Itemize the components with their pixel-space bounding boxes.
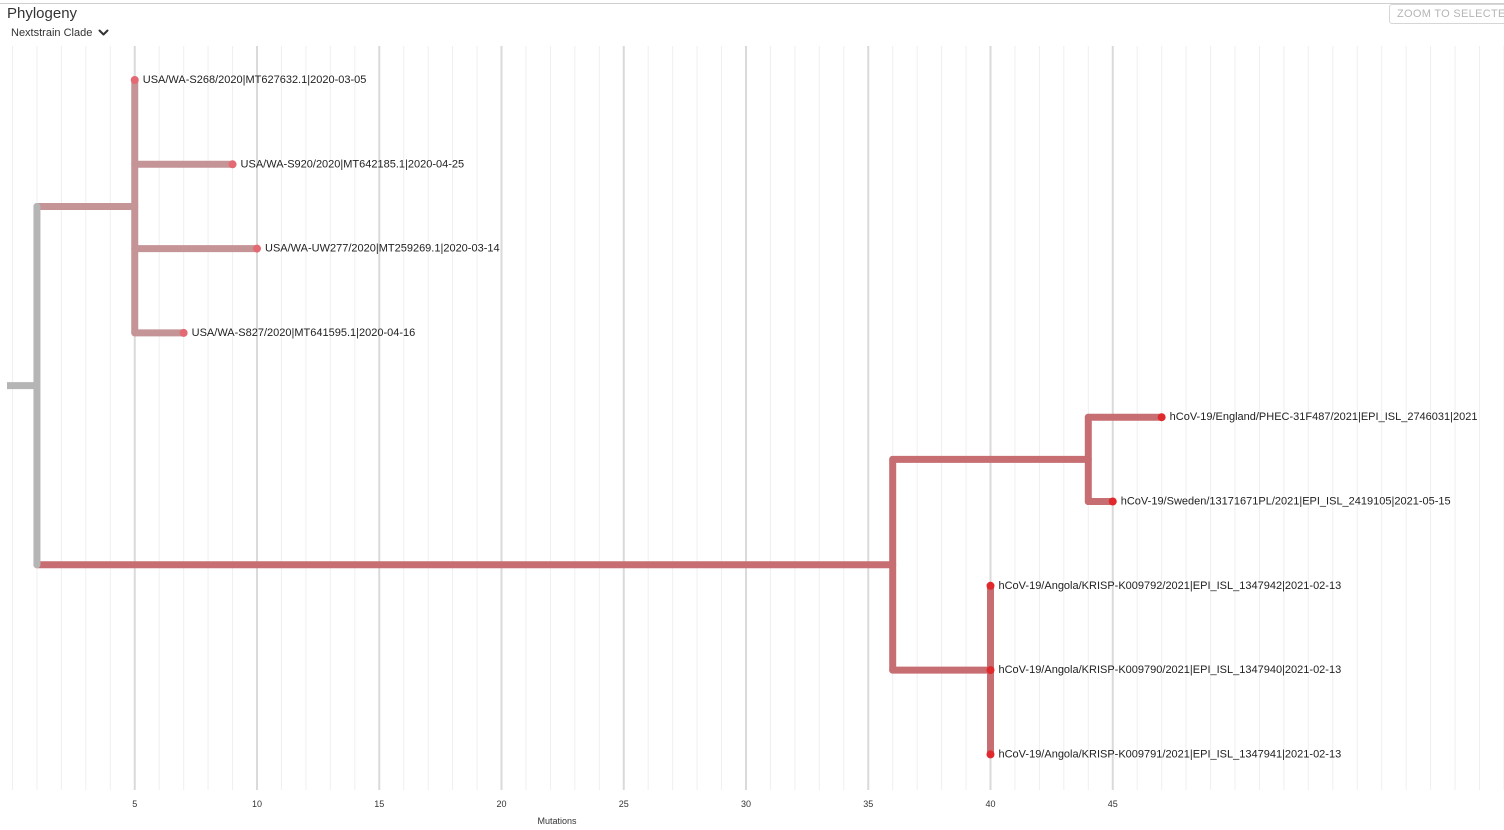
grid-layer <box>12 46 1504 790</box>
tip-layer <box>130 76 1166 759</box>
tip-label[interactable]: hCoV-19/Angola/KRISP-K009792/2021|EPI_IS… <box>999 580 1342 592</box>
branch-layer <box>7 76 1166 758</box>
tip-node[interactable] <box>1108 497 1117 506</box>
tip-label-layer: USA/WA-S268/2020|MT627632.1|2020-03-05 US… <box>143 74 1478 760</box>
x-tick-label: 40 <box>985 799 995 809</box>
tip-node[interactable] <box>228 160 237 169</box>
color-by-dropdown[interactable]: Nextstrain Clade <box>11 27 109 39</box>
x-tick-label: 10 <box>252 799 262 809</box>
tip-label[interactable]: USA/WA-S920/2020|MT642185.1|2020-04-25 <box>241 158 465 170</box>
x-tick-label: 20 <box>496 799 506 809</box>
tip-node[interactable] <box>986 581 995 590</box>
tip-label[interactable]: USA/WA-UW277/2020|MT259269.1|2020-03-14 <box>265 243 500 255</box>
tip-node[interactable] <box>986 666 995 675</box>
tip-node[interactable] <box>253 244 261 253</box>
tip-node[interactable] <box>1157 413 1166 422</box>
tip-label[interactable]: hCoV-19/Sweden/13171671PL/2021|EPI_ISL_2… <box>1121 496 1451 508</box>
tip-node[interactable] <box>179 328 188 337</box>
tip-label[interactable]: hCoV-19/England/PHEC-31F487/2021|EPI_ISL… <box>1170 411 1478 423</box>
panel-title: Phylogeny <box>7 5 78 22</box>
tip-label[interactable]: hCoV-19/Angola/KRISP-K009791/2021|EPI_IS… <box>999 748 1342 760</box>
tip-node[interactable] <box>130 76 139 84</box>
x-axis: Mutations 5 10 15 20 25 30 35 40 45 <box>132 799 1118 826</box>
color-by-label: Nextstrain Clade <box>11 27 93 39</box>
x-tick-label: 30 <box>741 799 751 809</box>
zoom-to-selected-button[interactable]: ZOOM TO SELECTED <box>1389 4 1504 24</box>
tip-label[interactable]: USA/WA-S268/2020|MT627632.1|2020-03-05 <box>143 74 367 86</box>
x-tick-label: 15 <box>374 799 384 809</box>
x-tick-label: 35 <box>863 799 873 809</box>
tip-node[interactable] <box>986 750 995 759</box>
x-tick-label: 5 <box>132 799 137 809</box>
tip-label[interactable]: USA/WA-S827/2020|MT641595.1|2020-04-16 <box>192 327 416 339</box>
x-tick-label: 45 <box>1108 799 1118 809</box>
x-axis-title: Mutations <box>537 816 577 826</box>
x-tick-label: 25 <box>619 799 629 809</box>
tip-label[interactable]: hCoV-19/Angola/KRISP-K009790/2021|EPI_IS… <box>999 664 1342 676</box>
chevron-down-icon <box>98 29 109 36</box>
panel-top-border <box>0 3 1504 4</box>
